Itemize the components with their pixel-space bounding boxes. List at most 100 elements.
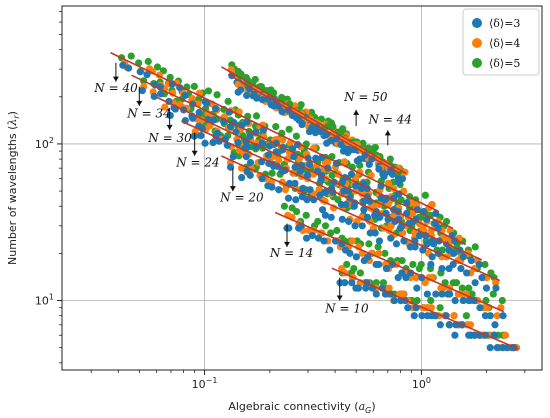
fit-line <box>155 96 466 246</box>
plot-frame <box>61 5 543 371</box>
data-point <box>413 296 421 305</box>
data-point <box>329 123 337 131</box>
fit-line <box>131 74 454 230</box>
data-point <box>387 234 395 242</box>
data-point <box>136 68 144 76</box>
data-point <box>375 260 383 269</box>
data-point <box>482 284 491 292</box>
data-point <box>341 279 349 287</box>
data-point <box>209 138 217 147</box>
annotation-arrowhead <box>136 100 143 106</box>
data-point <box>412 274 420 282</box>
legend-label: ⟨δ⟩=3 <box>489 17 520 30</box>
data-point <box>314 234 323 242</box>
data-point <box>438 290 446 298</box>
data-point <box>342 200 350 209</box>
data-point <box>299 184 307 192</box>
data-point <box>291 179 299 187</box>
data-point <box>292 196 300 204</box>
data-point <box>314 217 322 226</box>
data-point <box>243 143 251 152</box>
annotation-arrowhead <box>353 109 360 115</box>
legend-box <box>462 8 540 76</box>
fit-line <box>274 211 505 313</box>
data-point <box>374 243 382 251</box>
data-point <box>326 246 334 254</box>
data-point <box>427 260 435 269</box>
data-point <box>306 186 314 194</box>
data-point <box>268 183 276 191</box>
legend-label: ⟨δ⟩=5 <box>489 57 520 70</box>
data-point <box>347 170 356 178</box>
data-point <box>320 237 328 245</box>
data-point <box>358 222 366 230</box>
fit-line <box>110 51 439 213</box>
data-point <box>138 87 146 95</box>
data-point <box>427 304 435 312</box>
data-point <box>350 264 358 273</box>
data-point <box>362 284 370 292</box>
data-point <box>449 260 457 269</box>
data-point <box>465 296 473 305</box>
data-point <box>352 253 360 261</box>
data-point <box>181 91 189 100</box>
data-point <box>364 253 372 261</box>
legend-marker <box>472 58 482 68</box>
data-point <box>501 331 510 339</box>
data-point <box>375 237 384 245</box>
data-point <box>381 249 389 257</box>
data-point <box>491 321 499 329</box>
data-point <box>356 269 365 277</box>
data-point <box>380 172 388 181</box>
data-point <box>410 312 418 320</box>
x-tick-label: 100 <box>412 376 431 391</box>
data-point <box>445 321 453 329</box>
data-point <box>450 312 458 320</box>
data-point <box>150 92 158 101</box>
data-point <box>119 61 127 69</box>
data-point <box>275 156 283 164</box>
legend-label: ⟨δ⟩=4 <box>489 37 520 50</box>
data-point <box>446 290 454 298</box>
data-point <box>275 186 283 194</box>
data-point <box>344 149 352 157</box>
data-point <box>471 243 479 251</box>
annotation-label: N = 20 <box>219 190 264 204</box>
data-point <box>321 211 330 219</box>
data-point <box>321 222 330 230</box>
data-point <box>264 151 273 159</box>
annotation-arrowhead <box>384 130 391 136</box>
data-point <box>372 279 380 287</box>
data-point <box>486 344 494 352</box>
data-point <box>188 94 196 103</box>
data-point <box>234 138 242 147</box>
data-point <box>278 107 286 116</box>
data-point <box>372 290 380 298</box>
data-point <box>251 75 259 84</box>
data-point <box>421 279 429 287</box>
data-point <box>458 284 466 292</box>
data-point <box>166 73 174 81</box>
data-point <box>398 269 406 277</box>
data-point <box>292 132 300 140</box>
data-point <box>252 112 261 120</box>
data-point <box>394 178 402 186</box>
data-point <box>298 119 306 128</box>
data-point <box>475 260 483 269</box>
data-point <box>489 290 497 298</box>
data-point <box>417 213 425 221</box>
data-point <box>340 158 349 166</box>
data-point <box>190 82 198 90</box>
data-point <box>421 191 429 199</box>
data-point <box>284 194 293 202</box>
data-point <box>466 321 475 329</box>
data-point <box>470 331 478 339</box>
data-point <box>417 260 425 269</box>
legend-marker <box>472 38 482 48</box>
data-point <box>265 142 274 150</box>
x-tick-label: 10−1 <box>192 376 218 391</box>
annotation-arrowhead <box>336 295 343 301</box>
data-point <box>415 231 424 240</box>
data-point <box>419 224 427 232</box>
y-tick-label: 101 <box>35 293 54 308</box>
